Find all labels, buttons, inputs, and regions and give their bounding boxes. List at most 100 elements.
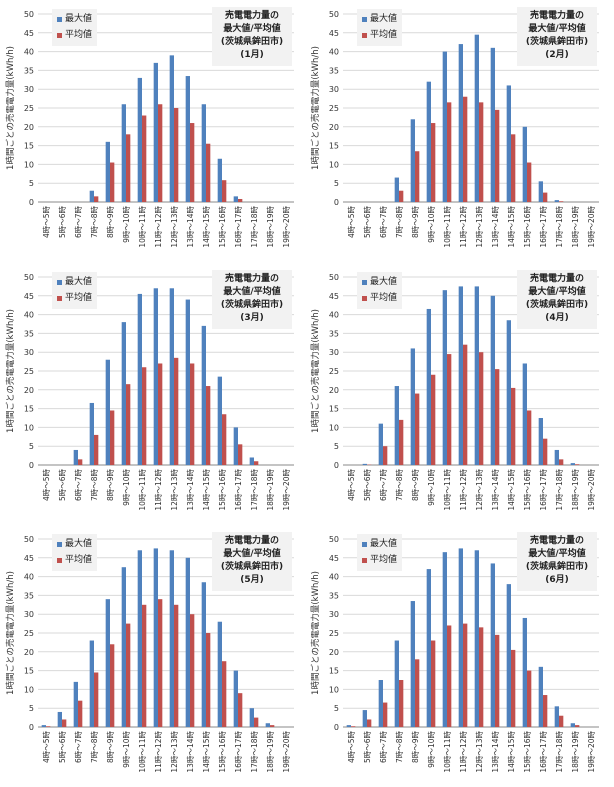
bar-avg xyxy=(415,659,420,727)
legend-label: 平均値 xyxy=(65,555,93,565)
x-tick-label: 17時～18時 xyxy=(250,731,259,773)
bar-max xyxy=(105,359,110,465)
chart-panel: 0 5 10 15 20 25 30 35 40 45 50 1時間ごとの売電電力量(kWh/h) 4時… xyxy=(2,527,302,787)
bar-avg xyxy=(447,354,452,465)
x-tick-label: 16時～17時 xyxy=(234,731,243,773)
y-tick-label: 30 xyxy=(329,348,339,357)
bar-avg xyxy=(190,123,195,202)
y-tick-label: 45 xyxy=(329,292,339,301)
bar-max xyxy=(490,295,495,465)
bar-avg xyxy=(206,633,211,727)
bar-avg xyxy=(238,444,243,465)
x-tick-label: 6時～7時 xyxy=(379,206,388,239)
chart-title-line: (茨城県鉾田市) xyxy=(220,562,284,572)
chart-title-line: 売電電力量の xyxy=(529,11,584,21)
legend: 最大値 平均値 xyxy=(357,272,403,309)
y-tick-label: 40 xyxy=(24,48,34,57)
legend-item: 平均値 xyxy=(362,27,397,43)
bar-max xyxy=(538,181,543,202)
bar-max xyxy=(474,550,479,727)
bar-avg xyxy=(463,344,468,465)
bar-avg xyxy=(479,352,484,465)
x-tick-label: 18時～19時 xyxy=(571,469,580,511)
legend: 最大値 平均値 xyxy=(357,9,403,46)
x-tick-label: 7時～8時 xyxy=(90,469,99,502)
x-tick-label: 6時～7時 xyxy=(74,206,83,239)
bar-max xyxy=(522,363,527,465)
y-tick-label: 20 xyxy=(329,123,339,132)
bar-avg xyxy=(495,109,500,202)
bar-max xyxy=(490,47,495,203)
chart-title-line: (茨城県鉾田市) xyxy=(220,37,284,47)
x-tick-label: 10時～11時 xyxy=(443,731,452,773)
legend-item: 平均値 xyxy=(57,27,92,43)
y-axis-label: 1時間ごとの売電電力量(kWh/h) xyxy=(310,571,321,695)
chart-svg: 0 5 10 15 20 25 30 35 40 45 50 1時間ごとの売電電力量(kWh/h) 4時… xyxy=(310,10,599,248)
x-tick-label: 15時～16時 xyxy=(523,469,532,511)
x-tick-label: 13時～14時 xyxy=(491,206,500,248)
x-tick-label: 7時～8時 xyxy=(395,731,404,764)
bar-max xyxy=(378,423,383,465)
legend-swatch xyxy=(362,295,367,301)
bar-avg xyxy=(110,162,115,202)
x-tick-label: 14時～15時 xyxy=(507,469,516,511)
x-tick-label: 14時～15時 xyxy=(202,469,211,511)
y-tick-label: 25 xyxy=(24,629,34,638)
x-tick-label: 14時～15時 xyxy=(507,731,516,773)
bar-avg xyxy=(174,604,179,727)
bar-max xyxy=(185,299,190,465)
x-tick-label: 14時～15時 xyxy=(202,206,211,248)
bar-avg xyxy=(415,151,420,202)
chart-title-line: 最大値/平均値 xyxy=(223,287,281,297)
x-tick-label: 10時～11時 xyxy=(138,469,147,511)
bar-max xyxy=(105,599,110,727)
bar-avg xyxy=(367,719,372,727)
bar-max xyxy=(474,34,479,203)
bar-max xyxy=(490,563,495,727)
y-tick-label: 40 xyxy=(329,311,339,320)
x-tick-label: 8時～9時 xyxy=(106,469,115,502)
x-tick-label: 8時～9時 xyxy=(411,731,420,764)
bar-max xyxy=(73,449,78,465)
bar-max xyxy=(265,723,270,727)
bar-max xyxy=(394,177,399,202)
y-tick-label: 0 xyxy=(29,198,34,207)
x-tick-label: 17時～18時 xyxy=(555,731,564,773)
chart-title-line: (茨城県鉾田市) xyxy=(525,300,589,310)
bar-max xyxy=(474,286,479,465)
bar-max xyxy=(458,286,463,465)
x-tick-label: 16時～17時 xyxy=(234,469,243,511)
x-tick-label: 8時～9時 xyxy=(106,206,115,239)
bar-avg xyxy=(174,357,179,465)
bar-max xyxy=(249,457,254,465)
y-tick-label: 5 xyxy=(29,179,34,188)
bar-avg xyxy=(559,201,564,202)
x-tick-label: 5時～6時 xyxy=(363,469,372,502)
legend-swatch xyxy=(57,16,62,22)
bar-avg xyxy=(158,363,163,465)
y-axis-label: 1時間ごとの売電電力量(kWh/h) xyxy=(5,571,16,695)
y-tick-label: 15 xyxy=(329,667,339,676)
x-tick-label: 16時～17時 xyxy=(234,206,243,248)
bar-max xyxy=(233,670,238,727)
chart-title: 売電電力量の 最大値/平均値 (茨城県鉾田市) (1月) xyxy=(212,7,292,66)
y-tick-label: 0 xyxy=(334,461,339,470)
bar-avg xyxy=(527,670,532,727)
bar-avg xyxy=(479,102,484,202)
bar-avg xyxy=(110,410,115,465)
legend-item: 最大値 xyxy=(362,11,397,27)
legend-swatch xyxy=(57,541,62,547)
bar-max xyxy=(570,463,575,465)
bar-avg xyxy=(543,695,548,727)
x-tick-label: 18時～19時 xyxy=(266,469,275,511)
y-tick-label: 0 xyxy=(334,198,339,207)
x-tick-label: 4時～5時 xyxy=(347,206,356,239)
bar-max xyxy=(362,710,367,727)
legend-item: 最大値 xyxy=(362,536,397,552)
legend-swatch xyxy=(57,279,62,285)
legend-swatch xyxy=(57,557,62,563)
chart-title-line: 最大値/平均値 xyxy=(223,24,281,34)
bar-max xyxy=(362,463,367,465)
x-tick-label: 7時～8時 xyxy=(90,206,99,239)
y-tick-label: 25 xyxy=(329,629,339,638)
